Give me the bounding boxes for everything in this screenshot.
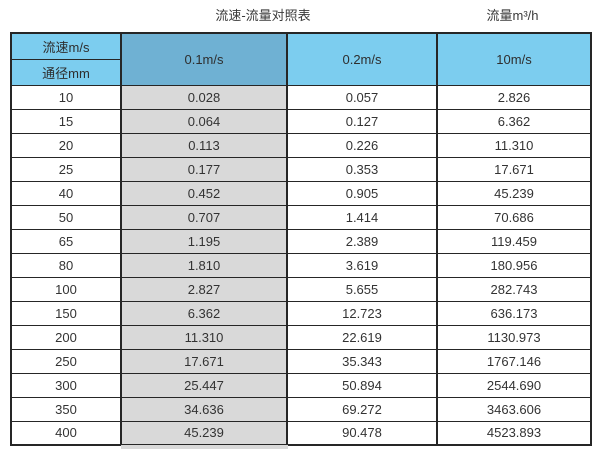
- diameter-cell: 250: [10, 348, 122, 374]
- diameter-cell: 80: [10, 252, 122, 278]
- header-row-velocity: 流速m/s 0.1m/s 0.2m/s 10m/s: [10, 32, 592, 86]
- page-title: 流速-流量对照表: [215, 8, 311, 23]
- flow-value-cell: 90.478: [286, 420, 438, 446]
- flow-value-cell: 22.619: [286, 324, 438, 350]
- flow-value-cell: 2544.690: [436, 372, 592, 398]
- flow-value-cell: 5.655: [286, 276, 438, 302]
- diameter-cell: 100: [10, 276, 122, 302]
- flow-value-cell: 1.195: [120, 228, 288, 254]
- table-row: 100 2.827 5.655 282.743: [10, 276, 592, 302]
- flow-value-cell: 2.389: [286, 228, 438, 254]
- column-header-velocity-10ms: 10m/s: [436, 32, 592, 86]
- flow-value-cell: 45.239: [436, 180, 592, 206]
- diameter-cell: 400: [10, 420, 122, 446]
- table-row: 300 25.447 50.894 2544.690: [10, 372, 592, 398]
- column-header-velocity-0-2ms: 0.2m/s: [286, 32, 438, 86]
- flow-value-cell: 50.894: [286, 372, 438, 398]
- column-header-velocity-0-1ms: 0.1m/s: [120, 32, 288, 86]
- flow-value-cell: 45.239: [120, 420, 288, 446]
- diameter-cell: 200: [10, 324, 122, 350]
- flow-value-cell: 0.905: [286, 180, 438, 206]
- diameter-cell: 65: [10, 228, 122, 254]
- flow-value-cell: 70.686: [436, 204, 592, 230]
- flow-value-cell: 34.636: [120, 396, 288, 422]
- highlight-column-overhang: [121, 445, 288, 449]
- table-header: 流速m/s 0.1m/s 0.2m/s 10m/s 通径mm: [10, 32, 592, 86]
- table-row: 15 0.064 0.127 6.362: [10, 108, 592, 134]
- flow-value-cell: 1.810: [120, 252, 288, 278]
- table-row: 65 1.195 2.389 119.459: [10, 228, 592, 254]
- flow-value-cell: 2.826: [436, 84, 592, 110]
- diameter-cell: 350: [10, 396, 122, 422]
- flow-value-cell: 11.310: [436, 132, 592, 158]
- table-row: 150 6.362 12.723 636.173: [10, 300, 592, 326]
- flow-value-cell: 0.452: [120, 180, 288, 206]
- flow-value-cell: 3.619: [286, 252, 438, 278]
- table-row: 250 17.671 35.343 1767.146: [10, 348, 592, 374]
- flow-value-cell: 0.353: [286, 156, 438, 182]
- diameter-cell: 50: [10, 204, 122, 230]
- diameter-cell: 25: [10, 156, 122, 182]
- flow-value-cell: 6.362: [436, 108, 592, 134]
- flow-value-cell: 6.362: [120, 300, 288, 326]
- flow-value-cell: 25.447: [120, 372, 288, 398]
- corner-header-velocity-label: 流速m/s: [10, 32, 122, 60]
- header-row-diameter: 通径mm: [10, 58, 591, 86]
- table-body: 10 0.028 0.057 2.826 15 0.064 0.127 6.362 20 0.11…: [10, 84, 592, 446]
- table-row: 10 0.028 0.057 2.826: [10, 84, 592, 110]
- flow-value-cell: 0.127: [286, 108, 438, 134]
- diameter-cell: 300: [10, 372, 122, 398]
- flow-value-cell: 11.310: [120, 324, 288, 350]
- flow-value-cell: 0.177: [120, 156, 288, 182]
- flow-value-cell: 0.226: [286, 132, 438, 158]
- table-row: 20 0.113 0.226 11.310: [10, 132, 592, 158]
- table-row: 25 0.177 0.353 17.671: [10, 156, 592, 182]
- flow-rate-comparison-table: 流速m/s 0.1m/s 0.2m/s 10m/s 通径mm 10 0.028 0.…: [10, 32, 592, 446]
- flow-value-cell: 0.057: [286, 84, 438, 110]
- flow-value-cell: 2.827: [120, 276, 288, 302]
- flow-value-cell: 0.064: [120, 108, 288, 134]
- flow-value-cell: 1130.973: [436, 324, 592, 350]
- flow-value-cell: 636.173: [436, 300, 592, 326]
- titlebar: 流速-流量对照表 流量m³/h: [0, 0, 600, 30]
- table-row: 50 0.707 1.414 70.686: [10, 204, 592, 230]
- flow-value-cell: 119.459: [436, 228, 592, 254]
- table-row: 80 1.810 3.619 180.956: [10, 252, 592, 278]
- flow-value-cell: 282.743: [436, 276, 592, 302]
- flow-unit-label: 流量m³/h: [486, 8, 539, 23]
- flow-value-cell: 1767.146: [436, 348, 592, 374]
- flow-value-cell: 3463.606: [436, 396, 592, 422]
- flow-value-cell: 0.113: [120, 132, 288, 158]
- diameter-cell: 40: [10, 180, 122, 206]
- diameter-cell: 150: [10, 300, 122, 326]
- flow-value-cell: 4523.893: [436, 420, 592, 446]
- flow-value-cell: 0.028: [120, 84, 288, 110]
- flow-value-cell: 12.723: [286, 300, 438, 326]
- table-row: 400 45.239 90.478 4523.893: [10, 420, 592, 446]
- table-row: 40 0.452 0.905 45.239: [10, 180, 592, 206]
- flow-value-cell: 1.414: [286, 204, 438, 230]
- flow-value-cell: 0.707: [120, 204, 288, 230]
- diameter-cell: 15: [10, 108, 122, 134]
- flow-value-cell: 180.956: [436, 252, 592, 278]
- flow-value-cell: 35.343: [286, 348, 438, 374]
- corner-header-diameter-label: 通径mm: [10, 58, 122, 86]
- flow-value-cell: 17.671: [436, 156, 592, 182]
- table-row: 200 11.310 22.619 1130.973: [10, 324, 592, 350]
- diameter-cell: 20: [10, 132, 122, 158]
- table-container: 流速m/s 0.1m/s 0.2m/s 10m/s 通径mm 10 0.028 0.…: [10, 32, 592, 449]
- diameter-cell: 10: [10, 84, 122, 110]
- flow-value-cell: 17.671: [120, 348, 288, 374]
- table-row: 350 34.636 69.272 3463.606: [10, 396, 592, 422]
- flow-value-cell: 69.272: [286, 396, 438, 422]
